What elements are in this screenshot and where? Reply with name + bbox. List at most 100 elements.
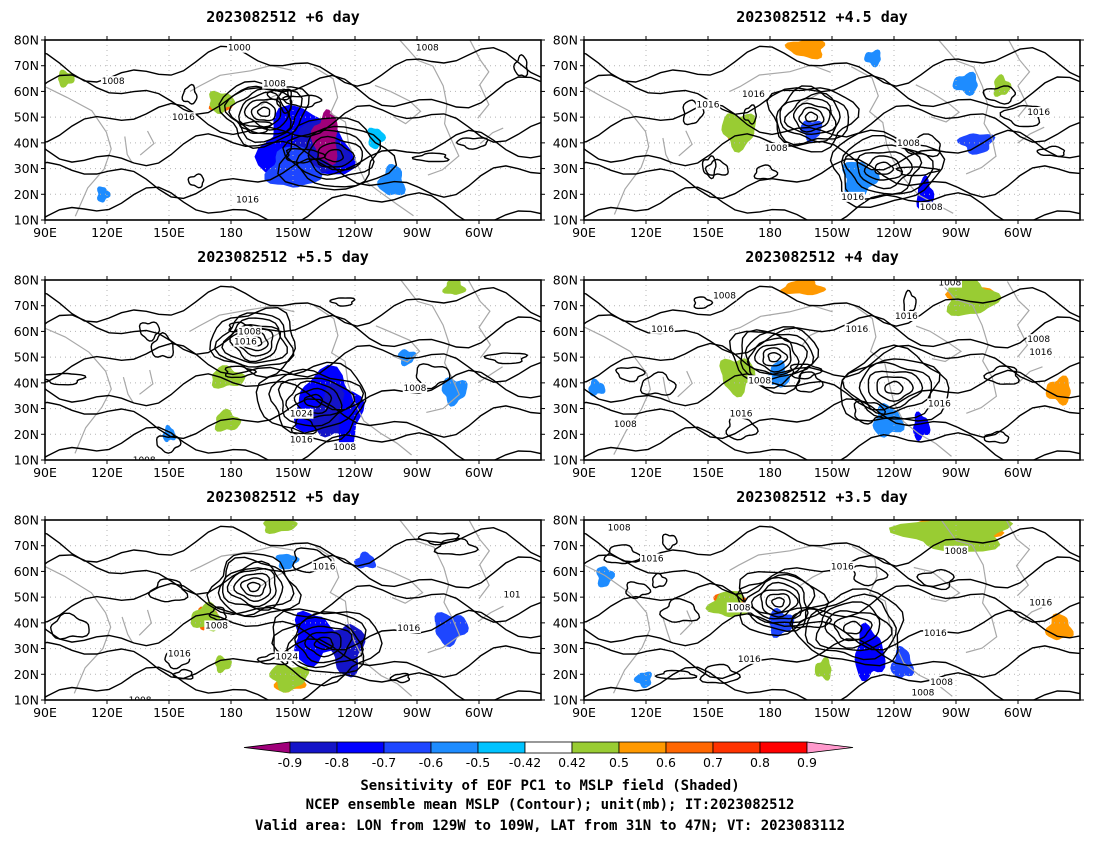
coastlines bbox=[584, 520, 1043, 697]
isobar bbox=[852, 564, 889, 587]
contour-label-bg bbox=[606, 522, 632, 533]
isobar bbox=[874, 161, 895, 175]
x-tick-label: 60W bbox=[1004, 225, 1032, 240]
y-tick-label: 10N bbox=[553, 453, 578, 468]
colorbar-label: -0.5 bbox=[466, 755, 490, 770]
colorbar-swatch bbox=[618, 741, 667, 754]
isobar bbox=[250, 101, 277, 122]
sensitivity-shading bbox=[442, 280, 467, 295]
x-tick-label: 180 bbox=[219, 225, 243, 240]
isobar bbox=[417, 532, 461, 546]
map-panel-1: 1000 1008 1008 1016 1008 1016 90E 120E 150E 180 15… bbox=[14, 8, 545, 240]
isobar bbox=[659, 597, 701, 623]
colorbar-swatch bbox=[430, 741, 479, 754]
map-panel-6: 1008101610081016100810161016101610081008… bbox=[553, 488, 1084, 720]
y-tick-label: 10N bbox=[553, 693, 578, 708]
isobar bbox=[45, 666, 541, 700]
contour-label-bg bbox=[204, 620, 229, 631]
sensitivity-shading bbox=[842, 161, 880, 198]
isobar bbox=[843, 620, 863, 635]
sensitivity-shading bbox=[97, 186, 111, 203]
x-tick-label: 150W bbox=[275, 705, 311, 720]
isobar bbox=[699, 663, 742, 684]
isobar bbox=[277, 117, 398, 191]
isobar bbox=[584, 158, 1080, 200]
isobar bbox=[916, 568, 955, 591]
panel-title: 2023082512 +4 day bbox=[745, 248, 899, 266]
coastline bbox=[477, 366, 503, 384]
isobar bbox=[49, 612, 90, 640]
contour-label: 1008 bbox=[133, 456, 156, 466]
y-tick-label: 70N bbox=[14, 58, 39, 73]
sensitivity-shading bbox=[766, 360, 790, 388]
isobar bbox=[150, 331, 175, 359]
isobar bbox=[147, 578, 189, 603]
colorbar-swatch bbox=[477, 741, 526, 754]
sensitivity-shading bbox=[596, 566, 615, 588]
contour-label: 1008 bbox=[938, 279, 961, 289]
contour-label: 1016 bbox=[651, 325, 674, 335]
y-tick-label: 50N bbox=[14, 590, 39, 605]
x-tick-label: 90W bbox=[942, 465, 970, 480]
sensitivity-shading bbox=[854, 622, 886, 682]
x-tick-label: 120E bbox=[630, 465, 662, 480]
isobar bbox=[841, 358, 941, 420]
y-tick-label: 50N bbox=[553, 350, 578, 365]
isobar bbox=[483, 352, 529, 365]
colorbar-label: 0.9 bbox=[797, 755, 817, 770]
contour-label-bg bbox=[502, 589, 522, 600]
y-tick-label: 60N bbox=[14, 84, 39, 99]
coastline bbox=[122, 376, 134, 404]
sensitivity-shading bbox=[888, 520, 1014, 552]
x-tick-label: 60W bbox=[465, 705, 493, 720]
grid bbox=[584, 520, 1080, 700]
contour-label: 1016 bbox=[845, 325, 868, 335]
isobar bbox=[285, 147, 327, 164]
isobar bbox=[584, 45, 1080, 87]
sensitivity-shading bbox=[946, 280, 1002, 317]
y-tick-label: 40N bbox=[14, 135, 39, 150]
x-tick-label: 120E bbox=[91, 225, 123, 240]
contour-label: 1008 bbox=[1027, 335, 1050, 345]
contour-label-bg bbox=[747, 375, 772, 386]
isobar bbox=[233, 572, 272, 603]
contour-label: 1000 bbox=[228, 44, 251, 54]
coastline bbox=[678, 130, 693, 157]
isobar bbox=[45, 129, 541, 171]
isobar bbox=[661, 533, 678, 551]
contour-label: 1016 bbox=[641, 555, 664, 565]
coastline bbox=[915, 325, 963, 363]
isobar bbox=[982, 85, 1017, 105]
sensitivity-shading bbox=[864, 49, 881, 68]
contour-label: 1024 bbox=[290, 410, 313, 420]
isobar bbox=[415, 363, 451, 390]
sensitivity-shading bbox=[779, 280, 827, 296]
contour-label-bg bbox=[896, 137, 921, 148]
colorbar-swatch bbox=[524, 741, 573, 754]
y-tick-label: 50N bbox=[14, 110, 39, 125]
isobar bbox=[275, 88, 292, 115]
coastline bbox=[45, 86, 112, 217]
contour-label-bg bbox=[764, 143, 789, 153]
contour-label: 1016 bbox=[313, 562, 336, 572]
coastline bbox=[584, 564, 651, 694]
sensitivity-shading bbox=[269, 663, 310, 693]
y-tick-label: 10N bbox=[14, 693, 39, 708]
isobar bbox=[584, 129, 1080, 171]
y-tick-label: 60N bbox=[553, 564, 578, 579]
coastline bbox=[729, 64, 831, 93]
x-tick-label: 150W bbox=[814, 465, 850, 480]
contour-label-bg bbox=[237, 326, 262, 337]
coastline bbox=[313, 305, 412, 456]
isobar bbox=[282, 94, 323, 109]
colorbar-swatch bbox=[665, 741, 714, 754]
contour-label: 1008 bbox=[608, 524, 631, 534]
isobar bbox=[867, 370, 924, 410]
isobar bbox=[256, 106, 271, 117]
colorbar-label: -0.9 bbox=[278, 755, 302, 770]
isobar bbox=[271, 611, 367, 674]
coastline bbox=[851, 545, 953, 697]
contour-label-bg bbox=[830, 561, 855, 572]
